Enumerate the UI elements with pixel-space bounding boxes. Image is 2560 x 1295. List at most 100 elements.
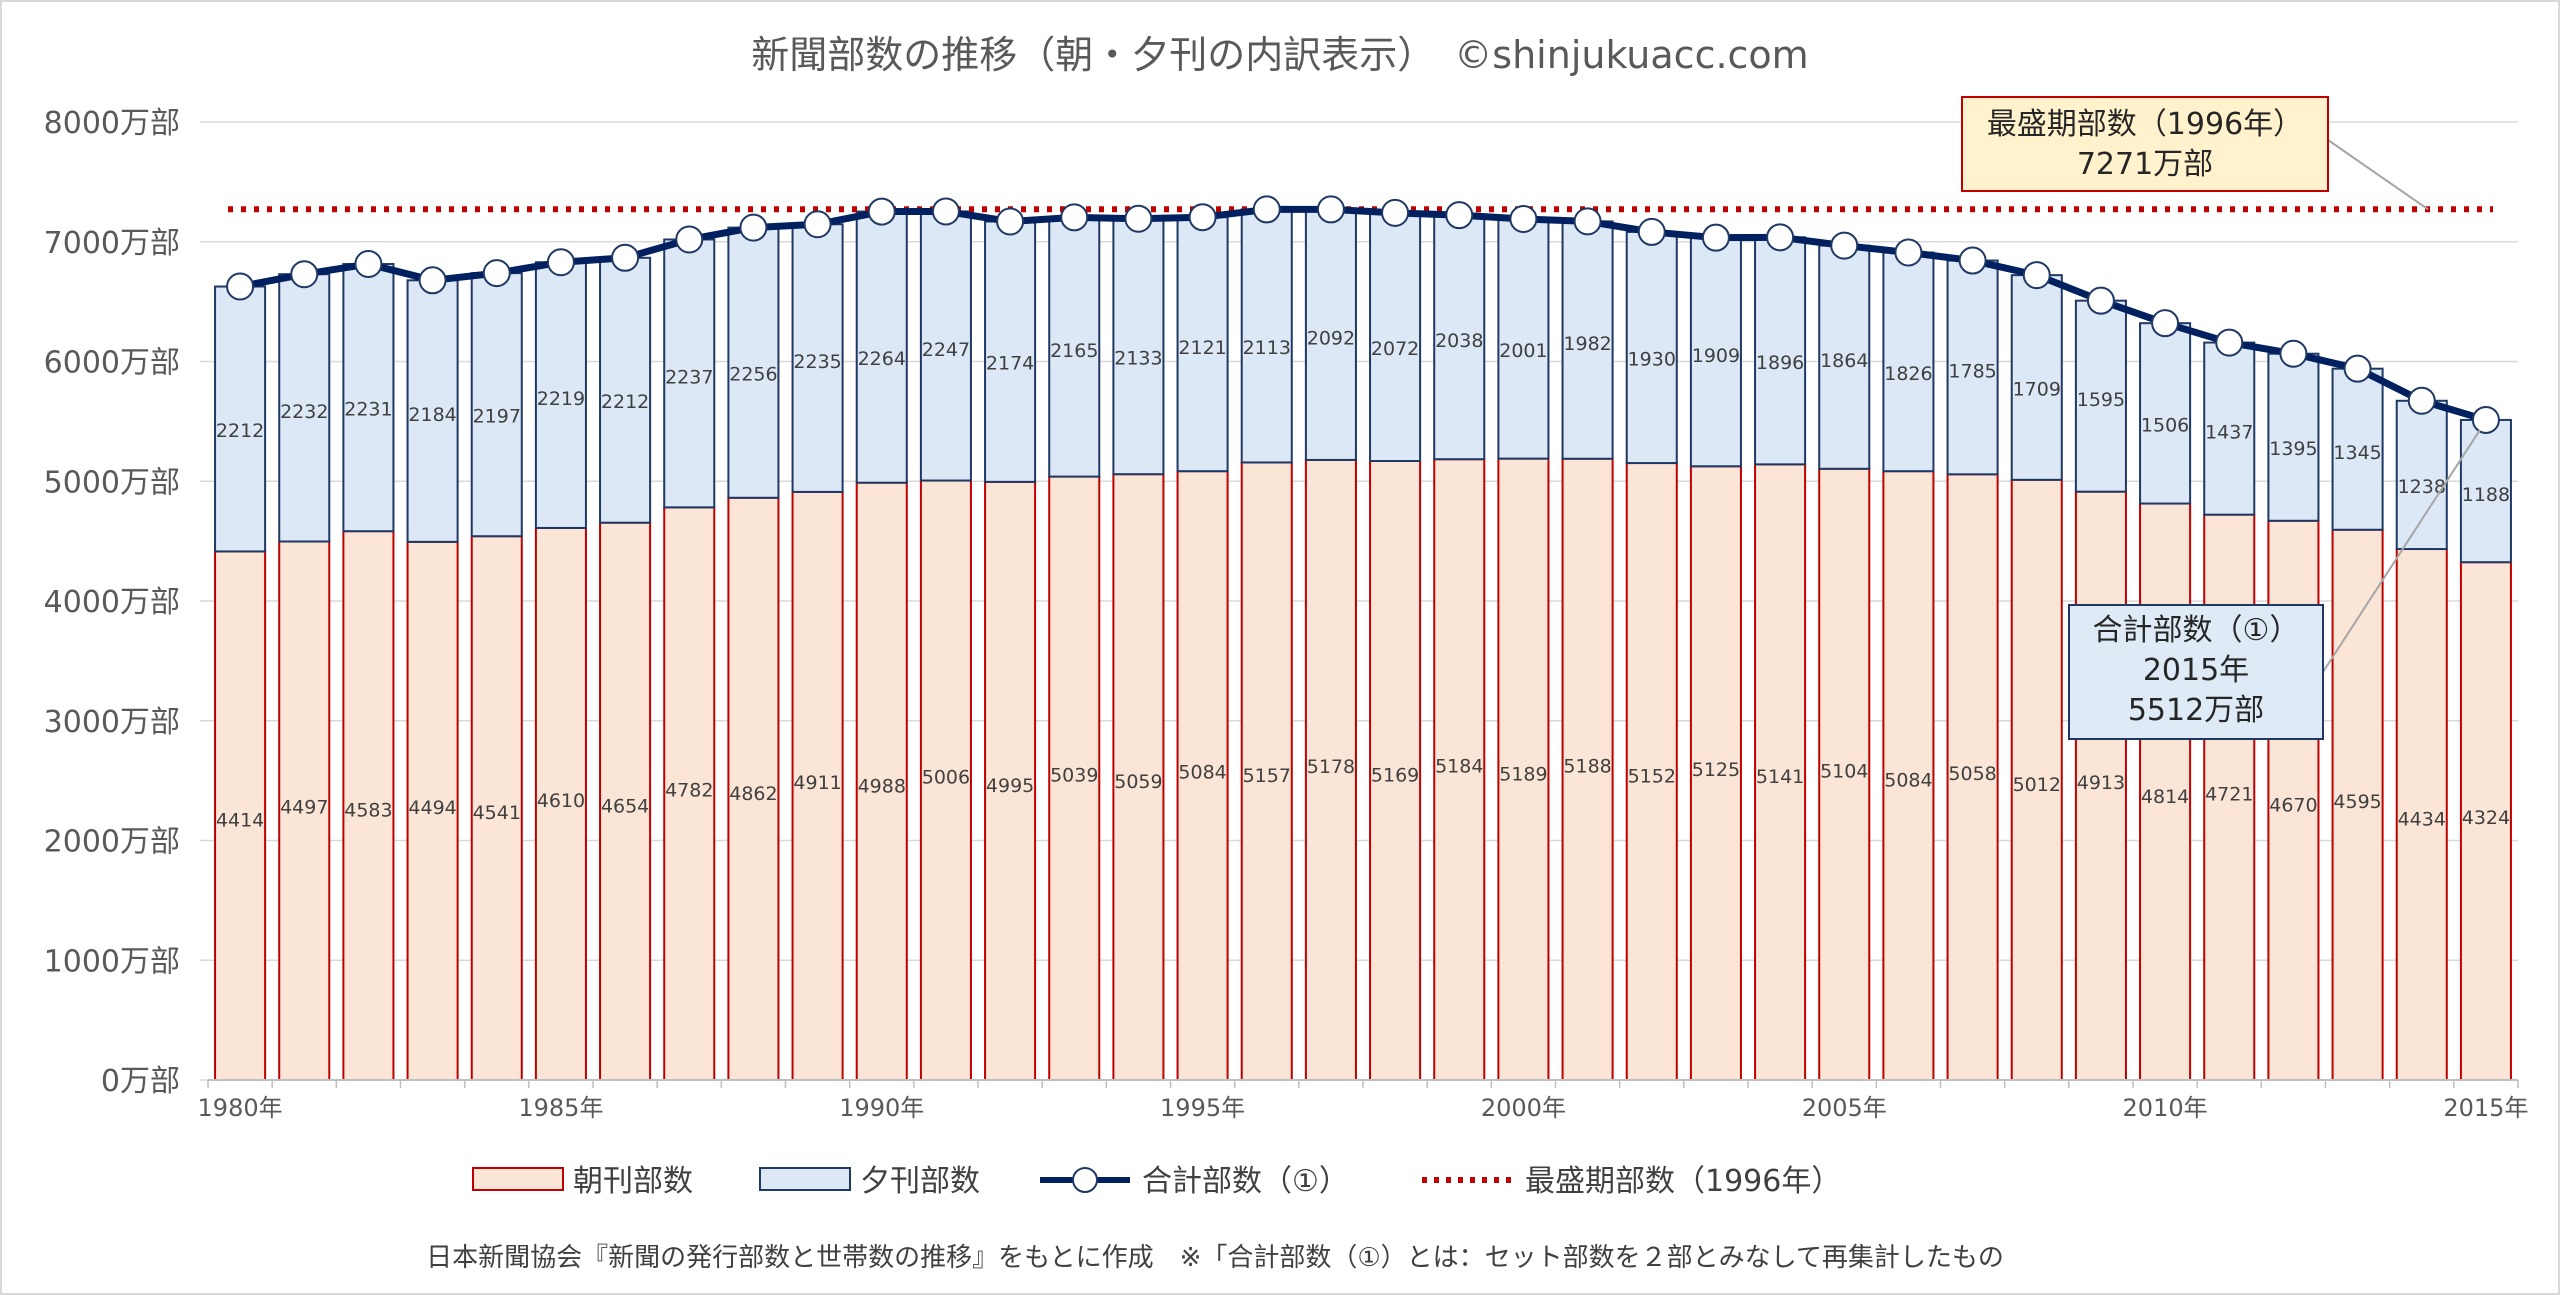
bar-label-morning: 5039 [1050,764,1098,786]
bar-label-morning: 4610 [537,790,585,812]
bar-label-morning: 5059 [1114,771,1162,793]
total-marker [2471,405,2500,434]
bar-label-morning: 4670 [2269,794,2317,816]
bar-label-evening: 2212 [216,420,264,442]
x-tick-label: 2000年 [1481,1094,1566,1122]
bar-evening [2267,352,2320,522]
bar-evening [1818,244,1871,470]
legend-label-morning: 朝刊部数 [573,1164,693,1199]
bar-label-morning: 4913 [2077,772,2125,794]
bar-label-morning: 4414 [216,810,264,832]
total-marker [226,272,255,301]
bar-evening [2010,274,2063,481]
x-axis-ticks: 1980年 1985年 1990年 1995年 2000年 2005年 2010年 2015年 [198,1094,2529,1122]
total-marker [739,213,768,242]
bar-morning [984,480,1037,1081]
total-marker [2215,328,2244,357]
bar-morning [599,521,652,1081]
x-tick-label: 1980年 [198,1094,283,1122]
bar-morning [534,526,587,1081]
bar-label-evening: 2212 [601,391,649,413]
bar-morning [791,490,844,1081]
bar-label-evening: 1864 [1820,350,1868,372]
stacked-bars [214,208,2512,1082]
peak-callout-value: 7271万部 [2077,147,2213,182]
bar-label-evening: 1238 [2398,476,2446,498]
bar-evening [470,272,523,538]
x-tick-label: 2010年 [2123,1094,2208,1122]
total-marker [675,225,704,254]
total-marker [2086,286,2115,315]
bar-morning [2459,561,2512,1081]
total-marker [1188,203,1217,232]
peak-callout-box [1961,96,2329,192]
bar-evening [984,220,1037,483]
bar-morning [1369,460,1422,1081]
bar-evening [1625,230,1678,465]
legend-swatch-evening [759,1167,851,1191]
y-tick-label: 8000万部 [44,106,180,141]
bar-evening [1369,211,1422,463]
bar-label-morning: 4494 [408,797,456,819]
y-tick-label: 7000万部 [44,226,180,261]
bar-value-labels: 4414 2212 4497 2232 4583 2231 4494 2184 4541 2197… [216,328,2510,832]
bar-morning [1882,470,1935,1082]
total-line-series [226,195,2500,434]
bar-label-evening: 2121 [1178,337,1226,359]
bar-evening [214,285,267,553]
bar-label-evening: 2256 [729,364,777,386]
bar-label-evening: 2165 [1050,340,1098,362]
total-marker [1830,231,1859,260]
bar-morning [1625,462,1678,1082]
total-callout-year: 2015年 [2143,653,2249,688]
bar-morning [2331,528,2384,1081]
total-marker [2151,309,2180,338]
y-tick-label: 1000万部 [44,944,180,979]
legend-swatch-morning [472,1167,564,1191]
bar-label-evening: 2264 [858,348,906,370]
bar-label-evening: 2113 [1243,337,1291,359]
bar-label-evening: 2174 [986,353,1034,375]
chart-title: 新聞部数の推移（朝・夕刊の内訳表示） ©shinjukuacc.com [751,33,1808,77]
total-marker [2279,339,2308,368]
y-tick-label: 3000万部 [44,705,180,740]
total-marker [803,210,832,239]
bar-evening [2459,418,2512,564]
bar-evening [855,210,908,484]
total-marker [2343,354,2372,383]
bar-label-morning: 5125 [1692,759,1740,781]
total-marker [418,266,447,295]
bar-label-morning: 4814 [2141,786,2189,808]
total-marker [2022,261,2051,290]
total-marker [1381,198,1410,227]
bar-label-morning: 4497 [280,797,328,819]
bar-evening [599,256,652,524]
peak-callout-title: 最盛期部数（1996年） [1987,107,2303,142]
total-marker [1060,203,1089,232]
bar-label-morning: 5169 [1371,765,1419,787]
x-tick-label: 1995年 [1160,1094,1245,1122]
bar-evening [2139,322,2192,505]
bar-evening [1946,259,1999,476]
total-marker [354,250,383,279]
bar-label-evening: 1395 [2269,438,2317,460]
bar-label-evening: 2247 [922,339,970,361]
bar-label-evening: 1345 [2333,442,2381,464]
total-marker [1445,201,1474,230]
y-tick-label: 2000万部 [44,825,180,860]
total-marker [1316,195,1345,224]
total-marker [1637,217,1666,246]
bar-morning [1048,475,1101,1081]
bar-morning [727,496,780,1081]
total-marker [1509,204,1538,233]
y-tick-label: 4000万部 [44,585,180,620]
bar-label-evening: 1437 [2205,422,2253,444]
bar-label-morning: 4595 [2333,791,2381,813]
bar-label-morning: 5141 [1756,766,1804,788]
callouts: 最盛期部数（1996年） 7271万部 合計部数（①） 2015年 5512万部 [1961,96,2481,740]
x-axis [207,1079,2519,1088]
bar-morning [663,506,716,1081]
bar-evening [791,223,844,493]
bar-label-morning: 5184 [1435,756,1483,778]
